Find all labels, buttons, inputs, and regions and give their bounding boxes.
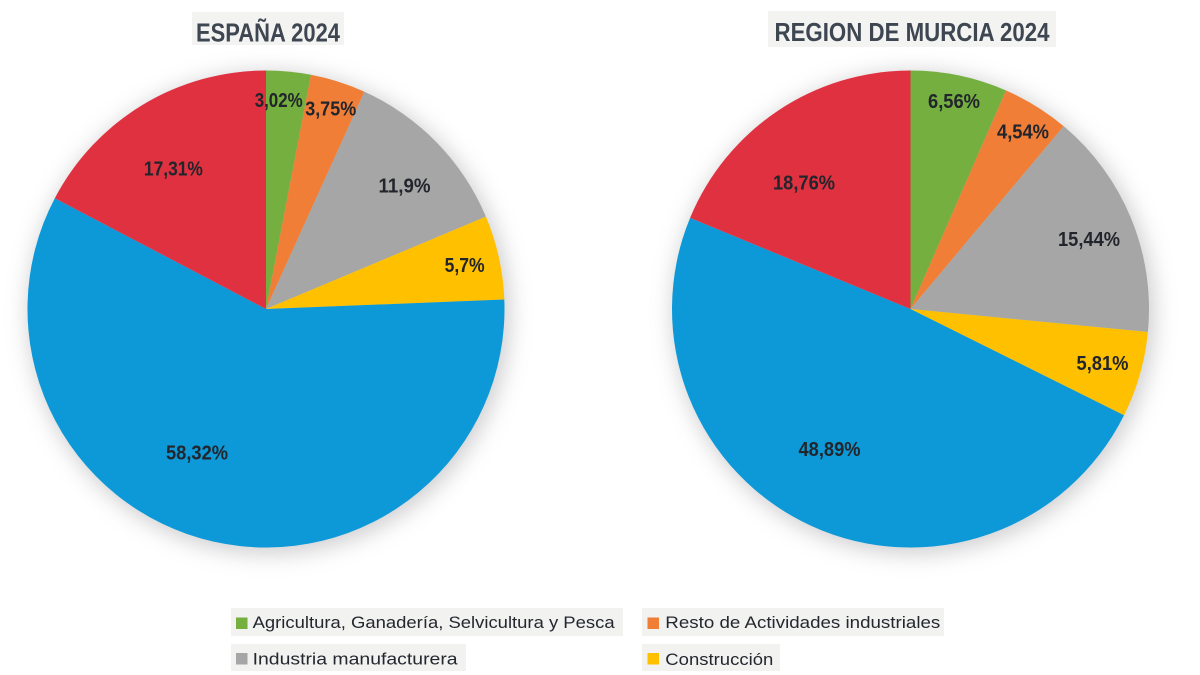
- svg-text:ESPAÑA 2024: ESPAÑA 2024: [196, 18, 340, 48]
- svg-text:Industria manufacturera: Industria manufacturera: [253, 650, 459, 669]
- svg-text:REGION DE MURCIA 2024: REGION DE MURCIA 2024: [775, 17, 1050, 47]
- svg-text:3,75%: 3,75%: [305, 99, 356, 121]
- svg-text:18,76%: 18,76%: [773, 173, 835, 195]
- svg-text:15,44%: 15,44%: [1058, 229, 1120, 251]
- svg-text:Resto de Actividades industria: Resto de Actividades industriales: [665, 613, 940, 632]
- svg-text:Construcción: Construcción: [665, 650, 773, 669]
- svg-text:48,89%: 48,89%: [799, 439, 861, 461]
- svg-text:6,56%: 6,56%: [928, 91, 980, 113]
- svg-text:5,7%: 5,7%: [445, 255, 485, 277]
- svg-text:Agricultura, Ganadería, Selvic: Agricultura, Ganadería, Selvicultura y P…: [253, 613, 616, 632]
- svg-text:17,31%: 17,31%: [144, 159, 203, 181]
- svg-text:4,54%: 4,54%: [997, 122, 1049, 144]
- svg-text:58,32%: 58,32%: [166, 443, 228, 465]
- svg-text:5,81%: 5,81%: [1077, 353, 1129, 375]
- svg-text:11,9%: 11,9%: [379, 176, 431, 198]
- svg-text:3,02%: 3,02%: [255, 90, 303, 112]
